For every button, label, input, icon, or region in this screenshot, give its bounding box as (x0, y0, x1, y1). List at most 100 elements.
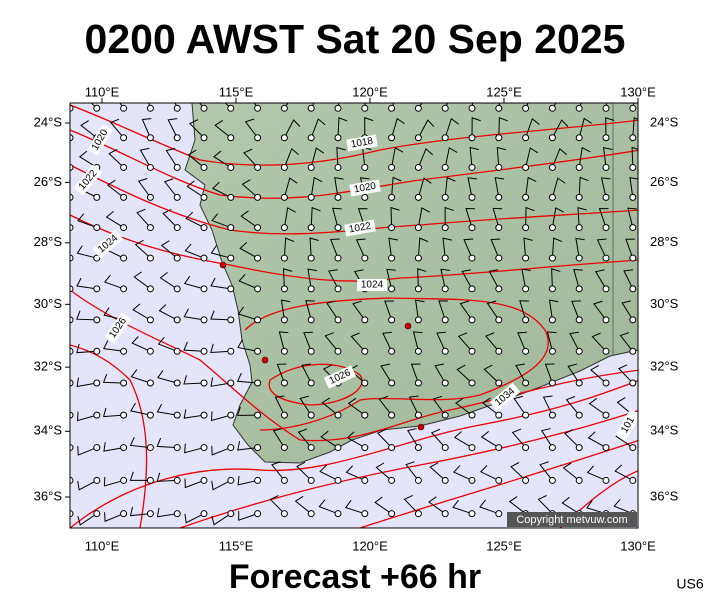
wind-station (388, 254, 396, 262)
wind-station (522, 163, 530, 171)
wind-barb (184, 243, 205, 259)
wind-station (334, 254, 342, 262)
wind-barb (310, 118, 326, 138)
wind-station (334, 104, 342, 112)
wind-barb (210, 310, 231, 321)
wind-barb (78, 150, 98, 168)
wind-station (70, 163, 74, 171)
map-area: 1020102210241026101810201022102410261034… (70, 103, 638, 528)
wind-station (280, 254, 288, 262)
wind-barb (129, 471, 151, 481)
wind-barb (408, 395, 419, 416)
wind-station (307, 134, 315, 142)
wind-station (468, 163, 476, 171)
wind-barb (618, 364, 634, 384)
wind-station (575, 134, 583, 142)
wind-barb (183, 341, 205, 352)
wind-station (468, 285, 476, 293)
wind-barb (596, 238, 607, 259)
wind-station (602, 163, 610, 171)
wind-barb (103, 274, 124, 290)
wind-station (280, 379, 288, 387)
wind-station (468, 444, 476, 452)
wind-barb (384, 300, 394, 321)
wind-station (280, 134, 288, 142)
wind-barb (537, 495, 553, 515)
wind-station (522, 285, 530, 293)
wind-station (254, 104, 262, 112)
wind-station (602, 444, 610, 452)
wind-station (200, 134, 208, 142)
wind-barb (184, 478, 205, 489)
wind-barb (278, 331, 289, 352)
wind-station (70, 224, 74, 232)
wind-barb (318, 499, 339, 515)
wind-barb (210, 343, 231, 354)
wind-station (334, 444, 342, 452)
wind-station (280, 444, 288, 452)
wind-station (629, 379, 637, 387)
wind-barb (390, 206, 400, 228)
wind-station (441, 285, 449, 293)
wind-station (495, 285, 503, 293)
wind-barb (428, 496, 446, 515)
wind-barb (417, 237, 429, 259)
wind-barb (623, 269, 634, 290)
wind-station (548, 163, 556, 171)
wind-station (200, 224, 208, 232)
wind-barb (310, 147, 325, 168)
wind-station (548, 193, 556, 201)
wind-barb (282, 268, 293, 289)
wind-station (254, 193, 262, 201)
wind-station (468, 411, 476, 419)
wind-station (602, 316, 610, 324)
wind-barb (625, 238, 635, 259)
wind-station (93, 224, 101, 232)
wind-station (441, 510, 449, 518)
wind-station (120, 347, 128, 355)
wind-barb (299, 395, 312, 416)
wind-station (146, 444, 154, 452)
wind-station (548, 379, 556, 387)
wind-station (93, 347, 101, 355)
wind-station (468, 316, 476, 324)
wind-barb (432, 395, 446, 416)
wind-station (227, 476, 235, 484)
stations (219, 261, 425, 431)
wind-barb (498, 117, 508, 138)
wind-station (227, 347, 235, 355)
wind-barb (345, 465, 366, 481)
wind-barb (163, 178, 178, 198)
wind-station (120, 134, 128, 142)
wind-barb (283, 237, 295, 259)
wind-station (575, 347, 583, 355)
wind-barb (244, 118, 258, 139)
wind-barb (485, 332, 500, 352)
wind-barb (332, 207, 342, 228)
wind-barb (412, 331, 423, 352)
wind-barb (407, 428, 419, 448)
wind-barb (561, 496, 580, 515)
wind-station (441, 476, 449, 484)
title: 0200 AWST Sat 20 Sep 2025 (85, 16, 626, 62)
wind-barb (488, 269, 500, 290)
isobar-label: 1024 (361, 280, 384, 291)
wind-barb (70, 107, 71, 109)
wind-station (146, 285, 154, 293)
wind-barb (525, 147, 539, 168)
wind-barb (486, 300, 500, 321)
wind-barb (357, 208, 368, 228)
wind-barb (280, 299, 291, 320)
wind-barb (403, 495, 419, 515)
wind-barb (540, 428, 553, 448)
wind-station (361, 347, 369, 355)
wind-station (602, 193, 610, 201)
wind-barb (213, 150, 232, 168)
wind-barb (434, 363, 446, 384)
wind-barb (517, 331, 527, 352)
wind-station (629, 163, 637, 171)
wind-station (414, 285, 422, 293)
wind-barb (103, 307, 124, 321)
wind-station (70, 476, 74, 484)
wind-barb (577, 206, 587, 228)
